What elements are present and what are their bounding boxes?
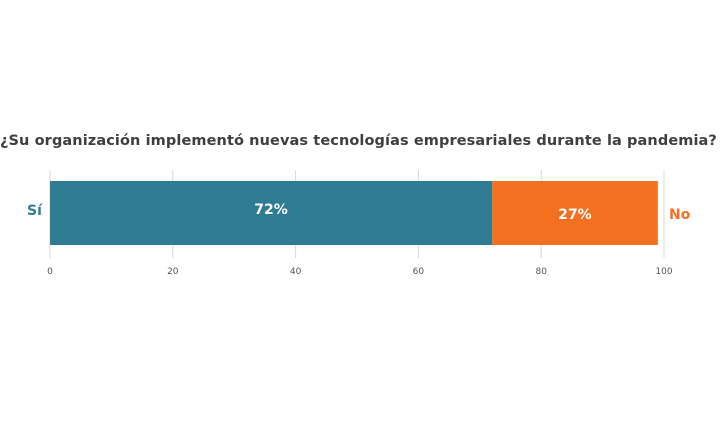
x-tick-label-20: 20 — [167, 267, 179, 277]
category-label-no: No — [669, 207, 691, 223]
x-tick-label-40: 40 — [290, 267, 302, 277]
x-tick-label-80: 80 — [535, 267, 547, 277]
x-tick-label-0: 0 — [47, 267, 53, 277]
bar-segment-no — [492, 181, 658, 245]
x-tick-label-100: 100 — [655, 267, 672, 277]
data-label-si: 72% — [254, 202, 288, 218]
chart-title: ¿Su organización implementó nuevas tecno… — [0, 133, 717, 149]
bar-segment-si — [50, 181, 493, 245]
data-label-no: 27% — [558, 207, 592, 223]
category-label-si: Sí — [27, 203, 42, 219]
x-tick-label-60: 60 — [413, 267, 425, 277]
